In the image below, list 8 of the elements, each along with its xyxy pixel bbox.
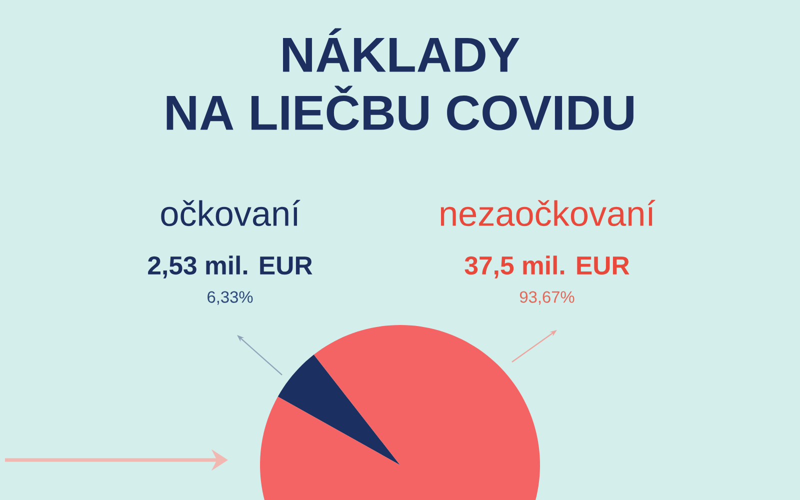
slice-label: očkovaní [161, 200, 300, 226]
slice-label: nezaočkovaní [440, 200, 656, 226]
text: 93,67% [520, 291, 574, 305]
text: 6,33% [208, 291, 253, 305]
data-label: 2,53 mil. EUR [148, 256, 312, 278]
chart-title: NÁKLADY [283, 28, 520, 72]
chart-subtitle: NA LIEČBU COVIDU [166, 86, 634, 130]
data-label: 37,5 mil. EUR [464, 256, 630, 278]
